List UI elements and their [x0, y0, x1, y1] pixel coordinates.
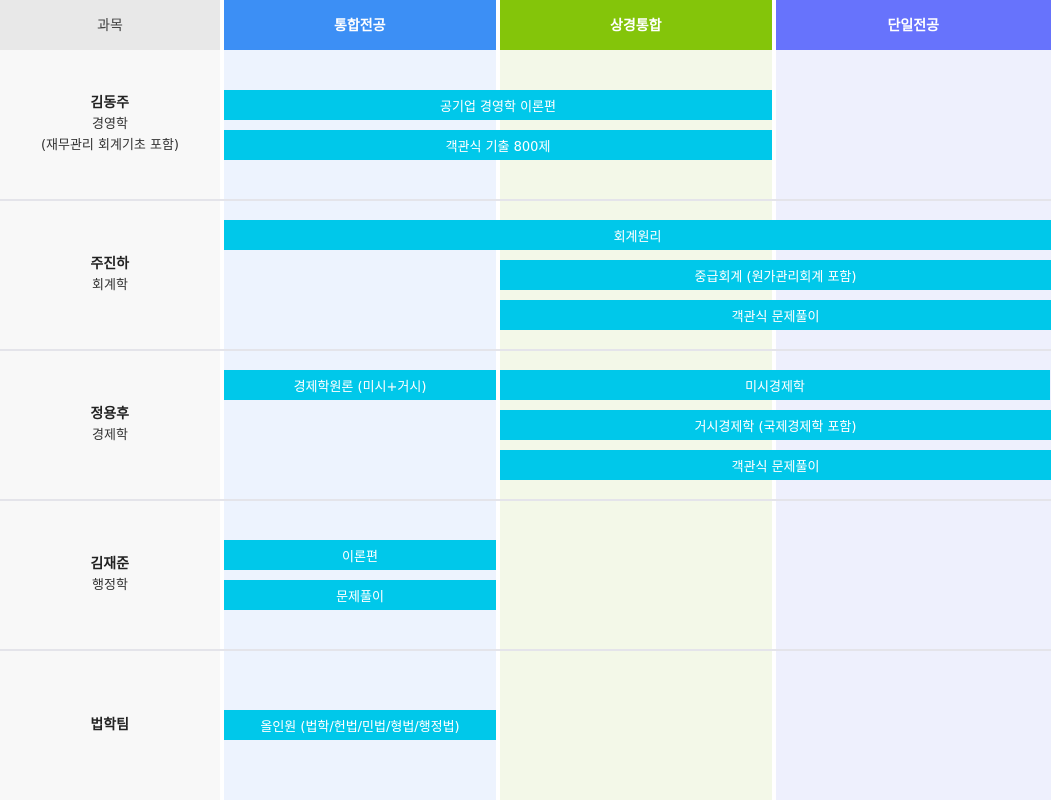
professor-subject: 경영학 [92, 117, 128, 132]
course-bar[interactable]: 올인원 (법학/헌법/민법/형법/행정법) [224, 710, 496, 740]
course-bar[interactable]: 객관식 문제풀이 [500, 300, 1051, 330]
row-divider [0, 199, 1051, 201]
course-bar[interactable]: 객관식 기출 800제 [224, 130, 772, 160]
professor-subject-note: (재무관리 회계기초 포함) [40, 138, 179, 153]
header-subject: 과목 [0, 0, 220, 50]
header-business-integrated: 상경통합 [500, 0, 772, 50]
professor-name: 김동주 [90, 95, 130, 111]
professor-name: 법학팀 [90, 717, 130, 733]
professor-cell: 정용후 경제학 [0, 351, 220, 499]
course-bar[interactable]: 객관식 문제풀이 [500, 450, 1051, 480]
course-bar[interactable]: 이론편 [224, 540, 496, 570]
row-divider [0, 499, 1051, 501]
professor-cell: 김재준 행정학 [0, 501, 220, 649]
course-bar[interactable]: 중급회계 (원가관리회계 포함) [500, 260, 1051, 290]
course-bar[interactable]: 문제풀이 [224, 580, 496, 610]
professor-cell: 김동주 경영학 (재무관리 회계기초 포함) [0, 50, 220, 199]
professor-cell: 법학팀 [0, 651, 220, 800]
professor-subject: 행정학 [92, 578, 128, 593]
course-bar[interactable]: 미시경제학 [500, 370, 1050, 400]
subject-column [0, 50, 220, 800]
course-bar[interactable]: 거시경제학 (국제경제학 포함) [500, 410, 1051, 440]
professor-name: 김재준 [90, 556, 130, 572]
header-single-major: 단일전공 [776, 0, 1051, 50]
row-divider [0, 649, 1051, 651]
header-integrated-major: 통합전공 [224, 0, 496, 50]
professor-subject: 경제학 [92, 428, 128, 443]
professor-cell: 주진하 회계학 [0, 201, 220, 349]
integrated-major-column [224, 50, 496, 800]
course-bar[interactable]: 경제학원론 (미시+거시) [224, 370, 496, 400]
row-divider [0, 349, 1051, 351]
professor-subject: 회계학 [92, 278, 128, 293]
professor-name: 주진하 [90, 256, 130, 272]
course-bar[interactable]: 공기업 경영학 이론편 [224, 90, 772, 120]
professor-name: 정용후 [90, 406, 130, 422]
course-bar[interactable]: 회계원리 [224, 220, 1051, 250]
